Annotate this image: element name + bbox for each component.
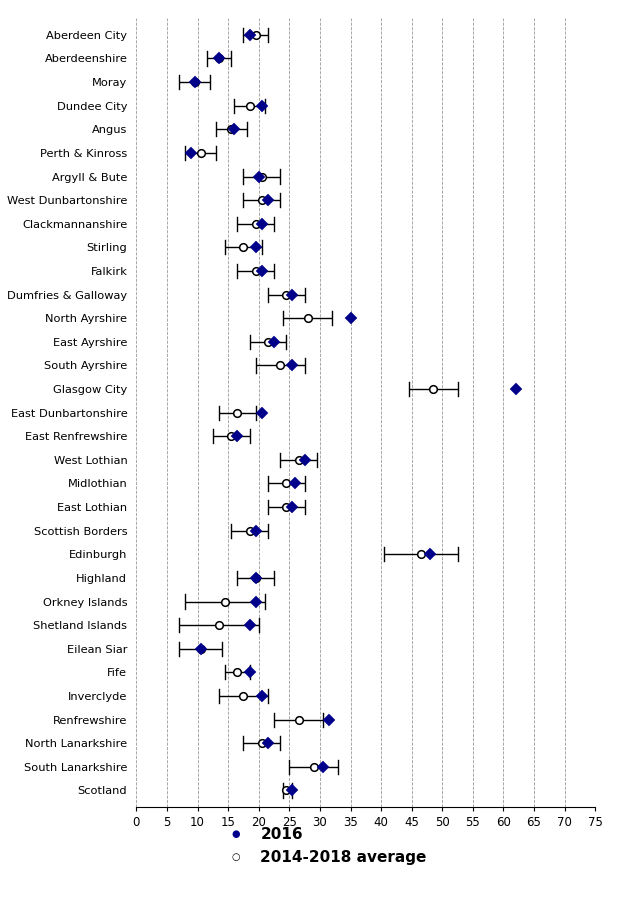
Text: 2016: 2016 (260, 827, 303, 842)
Text: ○: ○ (231, 853, 240, 862)
Text: 2014-2018 average: 2014-2018 average (260, 850, 427, 865)
Text: ●: ● (231, 830, 240, 839)
